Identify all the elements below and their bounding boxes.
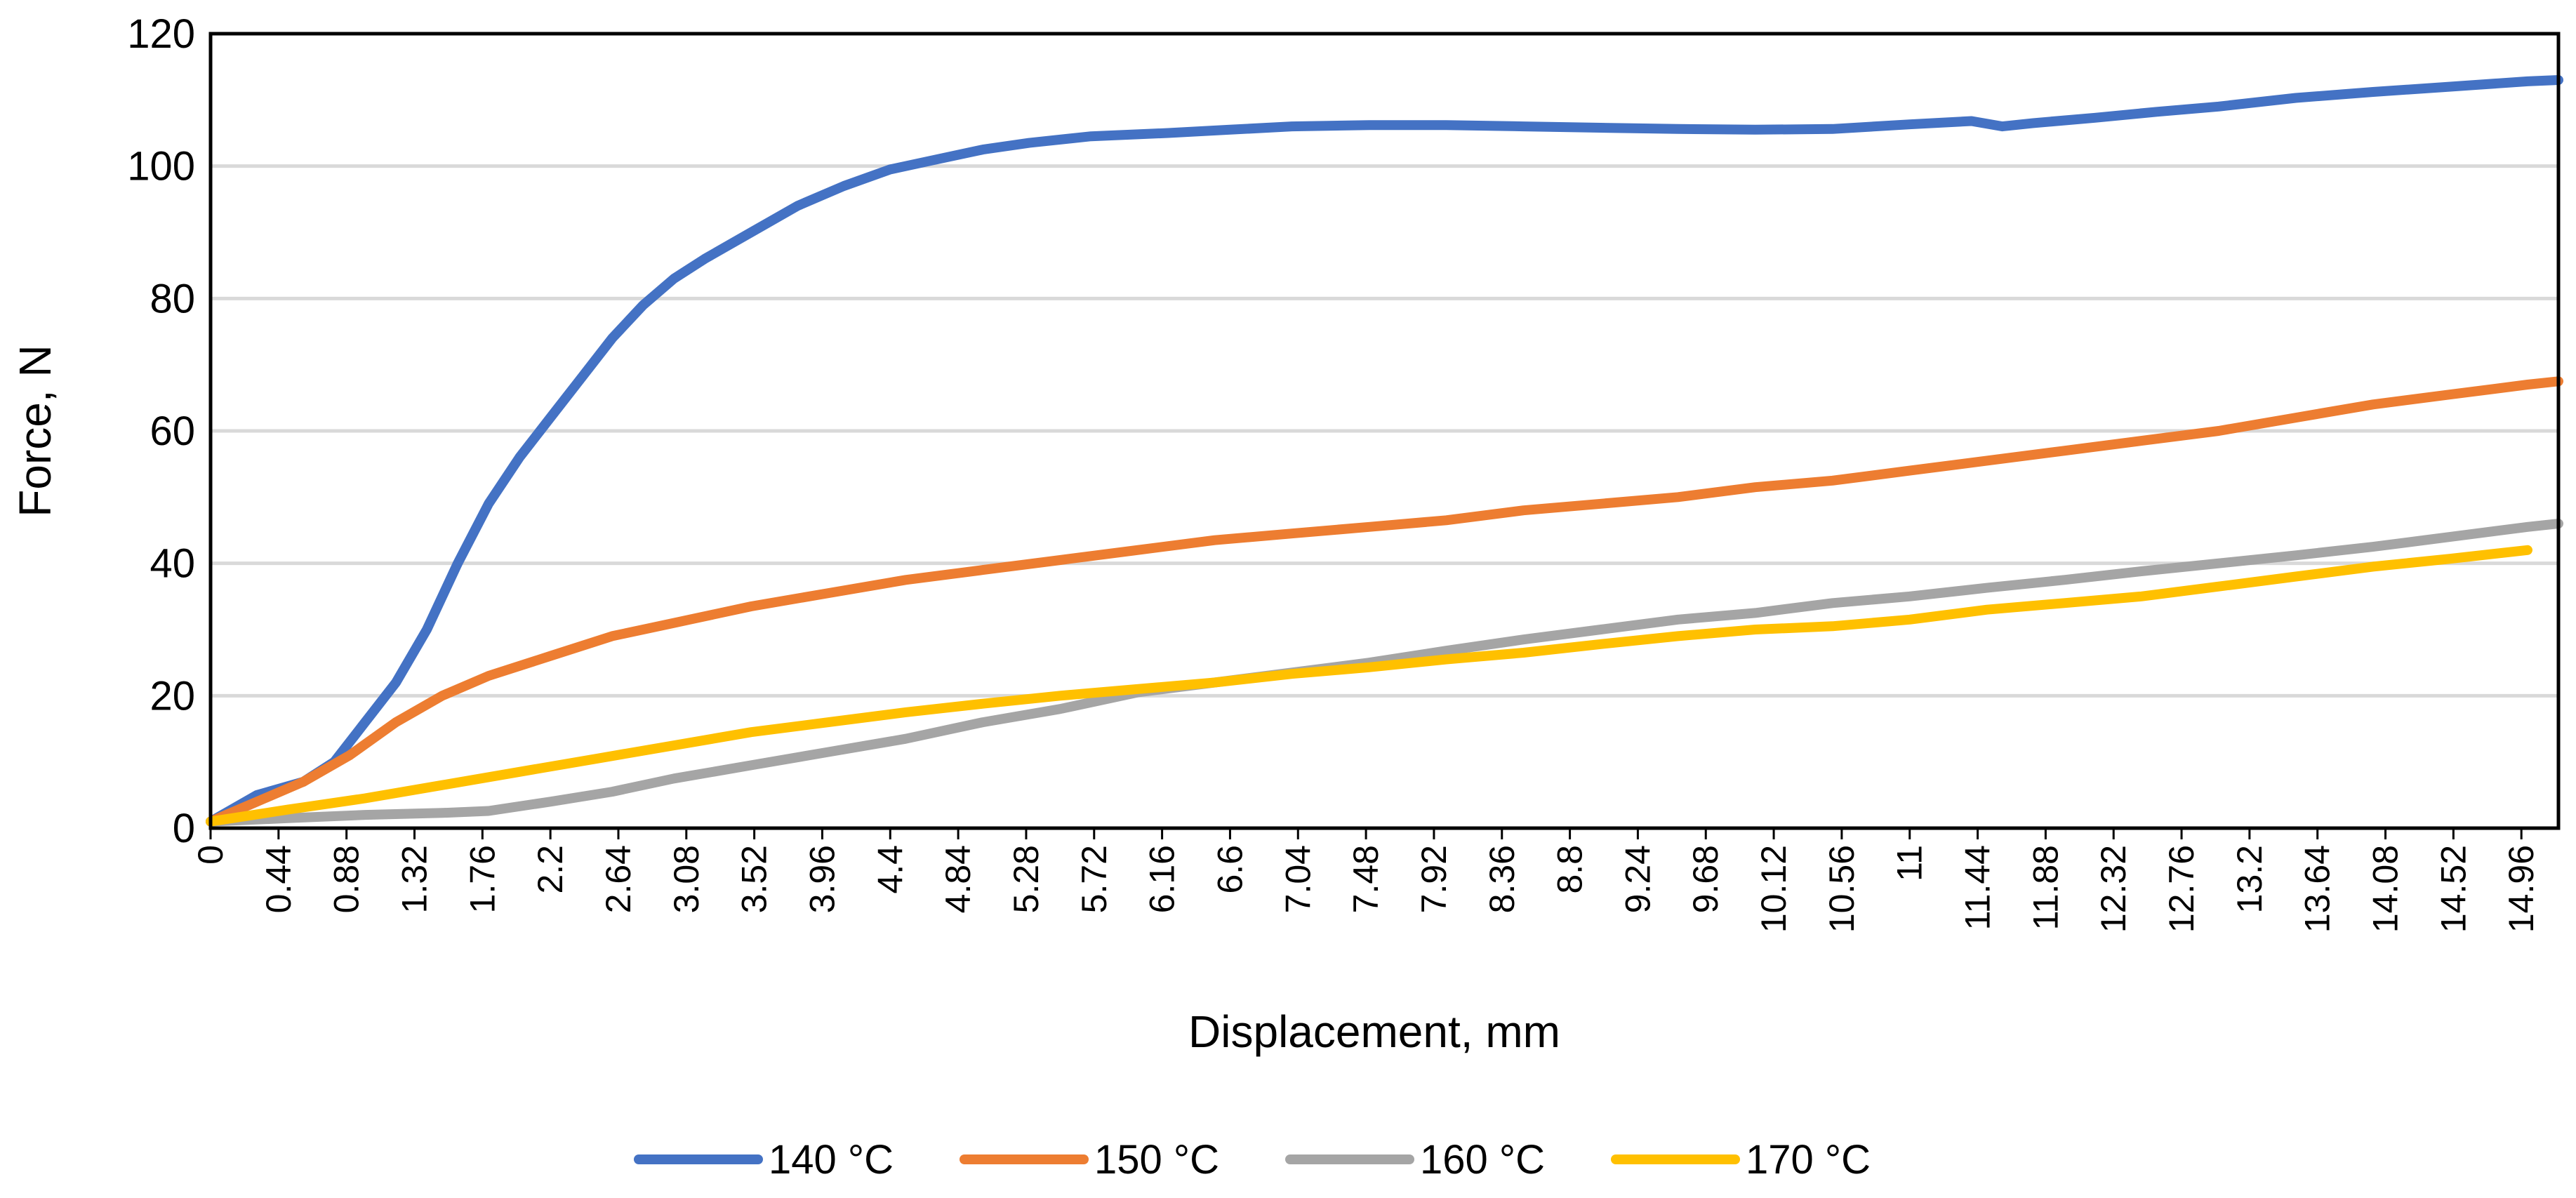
x-tick-label: 9.68 (1686, 845, 1725, 913)
y-axis-ticks: 0 20 40 60 80 100 120 (127, 11, 195, 851)
x-tick-label: 5.72 (1075, 845, 1114, 913)
x-tick-label: 8.36 (1482, 845, 1522, 913)
y-tick-label: 40 (150, 541, 195, 587)
y-tick-label: 80 (150, 276, 195, 321)
x-tick-label: 2.64 (599, 845, 638, 913)
x-tick-label: 7.92 (1414, 845, 1454, 913)
gridlines (211, 164, 2558, 698)
legend: 140 °C 150 °C 160 °C 170 °C (634, 1137, 1871, 1183)
x-tick-label: 5.28 (1007, 845, 1046, 913)
x-tick-label: 7.48 (1346, 845, 1386, 913)
x-axis-ticks: 0 0.44 0.88 1.32 1.76 2.2 2.64 3.08 3.52 3.96 4.4 4… (191, 828, 2541, 933)
legend-label: 150 °C (1094, 1137, 1219, 1183)
x-tick-label: 0.88 (327, 845, 366, 913)
x-tick-label: 7.04 (1278, 845, 1317, 913)
x-tick-label: 10.12 (1754, 845, 1793, 933)
y-tick-label: 20 (150, 673, 195, 719)
x-tick-label: 13.64 (2298, 845, 2337, 933)
x-tick-label: 6.6 (1210, 845, 1249, 894)
x-axis-label: Displacement, mm (1188, 1006, 1560, 1057)
y-tick-label: 0 (173, 806, 195, 851)
x-tick-label: 12.76 (2162, 845, 2201, 933)
x-tick-label: 8.8 (1551, 845, 1590, 894)
x-tick-label: 3.96 (802, 845, 842, 913)
x-tick-label: 11 (1890, 845, 1930, 881)
y-axis-label: Force, N (10, 345, 60, 517)
series-lines (206, 75, 2563, 827)
x-tick-label: 11.88 (2026, 845, 2065, 930)
y-tick-label: 100 (127, 144, 195, 189)
series-line-140c (206, 75, 2563, 827)
y-tick-label: 120 (127, 11, 195, 57)
x-tick-label: 14.52 (2434, 845, 2473, 933)
x-tick-label: 0.44 (259, 845, 298, 913)
x-tick-label: 3.08 (667, 845, 706, 913)
x-tick-label: 12.32 (2094, 845, 2133, 933)
x-tick-label: 13.2 (2230, 845, 2269, 913)
x-tick-label: 0 (191, 845, 230, 865)
x-tick-label: 14.96 (2502, 845, 2541, 933)
plot-area-border (208, 32, 2561, 830)
x-tick-label: 10.56 (1822, 845, 1861, 933)
x-tick-label: 9.24 (1618, 845, 1657, 913)
x-tick-label: 6.16 (1143, 845, 1182, 913)
x-tick-label: 3.52 (735, 845, 774, 913)
series-line-170c (206, 545, 2532, 827)
x-tick-label: 14.08 (2366, 845, 2405, 933)
y-tick-label: 60 (150, 408, 195, 454)
x-tick-label: 4.84 (938, 845, 978, 913)
x-tick-label: 11.44 (1958, 845, 1998, 930)
x-tick-label: 2.2 (531, 845, 570, 894)
x-tick-label: 4.4 (870, 845, 910, 894)
legend-label: 140 °C (769, 1137, 894, 1183)
legend-label: 160 °C (1420, 1137, 1545, 1183)
series-line-150c (206, 376, 2563, 827)
x-tick-label: 1.76 (463, 845, 502, 913)
x-tick-label: 1.32 (394, 845, 434, 913)
legend-label: 170 °C (1746, 1137, 1871, 1183)
